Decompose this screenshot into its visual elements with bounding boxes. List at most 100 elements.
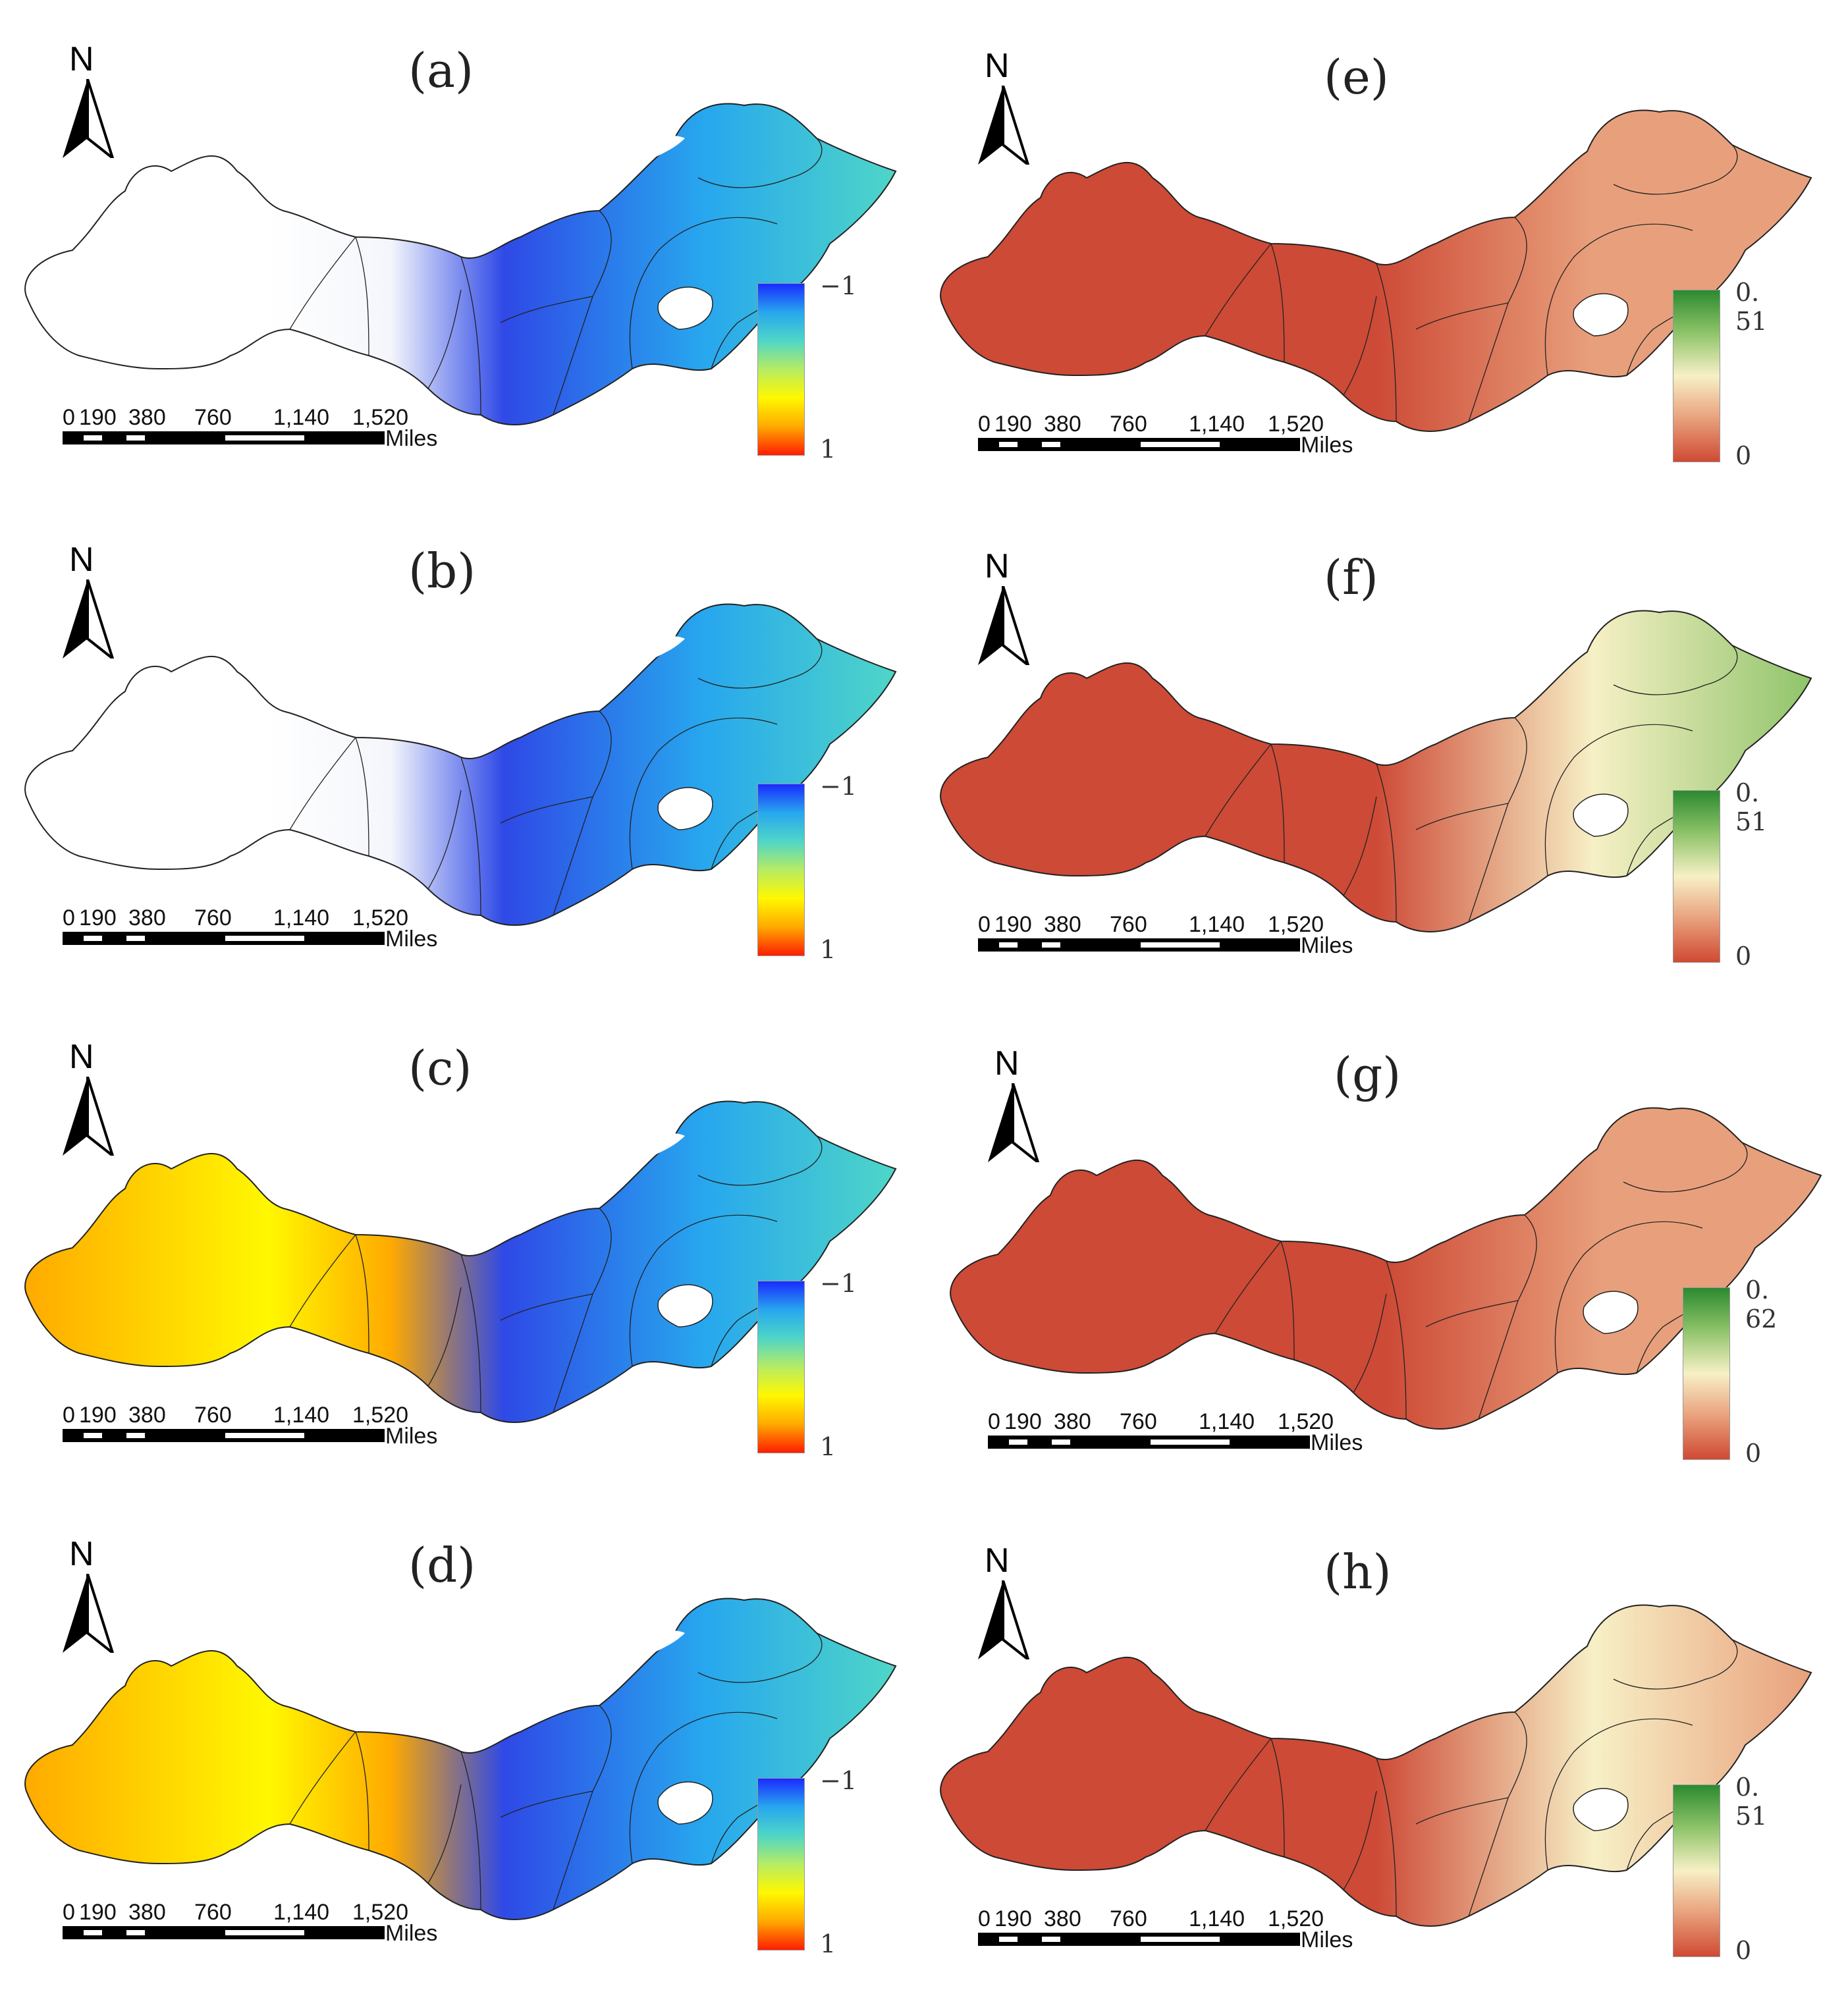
bay-cutout <box>1573 1788 1629 1831</box>
lake-cutout <box>632 1133 685 1162</box>
map-panel-c: (c) N −1 1 0 190 380 760 1,140 1,520 Miles <box>0 1017 922 1511</box>
scale-unit-label: Miles <box>385 927 438 952</box>
scale-tick-label: 1,140 <box>273 405 330 430</box>
region-outline <box>24 103 897 425</box>
province-boundary <box>1353 1293 1387 1393</box>
province-boundary <box>460 1254 481 1413</box>
scale-tick-label: 1,140 <box>273 905 330 930</box>
scale-tick-label: 380 <box>1044 412 1081 437</box>
scale-tick-label: 380 <box>1044 912 1081 937</box>
province-boundary <box>1386 1260 1407 1420</box>
scale-bar-segment <box>1042 1937 1060 1942</box>
province-boundary <box>629 217 778 369</box>
scale-tick-label: 1,520 <box>1278 1409 1334 1434</box>
scale-bar-segment <box>1052 1439 1070 1445</box>
scale-tick-label: 760 <box>194 1403 232 1428</box>
province-boundary <box>460 757 481 916</box>
scale-tick-label: 760 <box>194 1900 232 1925</box>
north-arrow-shape <box>63 79 115 158</box>
province-boundary <box>500 1790 593 1818</box>
province-boundary <box>1544 223 1693 376</box>
province-boundary <box>1415 1797 1509 1825</box>
province-boundary <box>1544 724 1693 876</box>
scale-tick-label: 1,140 <box>1189 1906 1245 1931</box>
region-map <box>940 109 1812 432</box>
scale-tick-label: 760 <box>194 405 232 430</box>
province-boundary <box>427 1784 462 1884</box>
bay-cutout <box>1573 293 1629 336</box>
province-boundary <box>1205 243 1272 336</box>
north-arrow-icon: N <box>59 1037 119 1169</box>
scale-bar: 0 190 380 760 1,140 1,520 Miles <box>988 1409 1383 1462</box>
north-label: N <box>69 1038 94 1076</box>
scale-tick-label: 190 <box>994 912 1032 937</box>
legend-color-ramp <box>1673 790 1720 963</box>
color-legend: 0. 62 0 <box>1683 1276 1808 1472</box>
scale-tick-label: 0 <box>978 412 991 437</box>
scale-bar-graphic <box>988 1436 1310 1449</box>
north-arrow-shape <box>988 1083 1040 1162</box>
scale-tick-label: 380 <box>128 905 166 930</box>
scale-tick-label: 1,140 <box>1199 1409 1255 1434</box>
bay-cutout <box>657 1284 713 1328</box>
north-arrow-icon: N <box>975 1541 1034 1673</box>
north-label: N <box>985 1542 1010 1580</box>
scale-tick-label: 0 <box>63 1900 75 1925</box>
province-boundary <box>289 236 356 330</box>
legend-max-label: 0. 51 <box>1735 778 1768 836</box>
north-arrow-icon: N <box>975 46 1034 178</box>
scale-tick-label: 1,520 <box>1268 1906 1324 1931</box>
scale-bar-segment <box>225 1433 304 1438</box>
bay-cutout <box>657 787 713 830</box>
province-boundary <box>629 1214 778 1367</box>
legend-min-label: 0 <box>1735 942 1752 971</box>
province-boundary <box>427 790 462 890</box>
panel-label: (e) <box>1324 49 1389 105</box>
scale-bar-graphic <box>63 1429 385 1442</box>
color-legend: 0. 51 0 <box>1673 778 1798 975</box>
scale-tick-label: 190 <box>1004 1409 1042 1434</box>
scale-bar: 0 190 380 760 1,140 1,520 Miles <box>978 1906 1373 1959</box>
scale-bar-segment <box>84 1930 102 1935</box>
scale-bar: 0 190 380 760 1,140 1,520 Miles <box>63 1403 458 1455</box>
province-boundary <box>697 638 823 689</box>
scale-bar-segment <box>1141 1937 1220 1942</box>
region-outline <box>950 1107 1822 1430</box>
north-arrow-shape <box>63 1574 115 1653</box>
scale-bar-segment <box>84 1433 102 1438</box>
north-arrow-icon: N <box>59 540 119 672</box>
legend-color-ramp <box>757 784 805 956</box>
province-boundary <box>1343 796 1377 896</box>
scale-bar: 0 190 380 760 1,140 1,520 Miles <box>63 1900 458 1952</box>
province-boundary <box>355 737 369 857</box>
color-legend: −1 1 <box>757 271 883 468</box>
scale-tick-label: 1,520 <box>352 1403 409 1428</box>
scale-bar-graphic <box>978 938 1300 952</box>
province-boundary <box>1544 1718 1693 1871</box>
scale-tick-label: 190 <box>79 1900 117 1925</box>
color-legend: −1 1 <box>757 1766 883 1962</box>
legend-max-label: 0. 51 <box>1735 278 1768 336</box>
scale-tick-label: 760 <box>194 905 232 930</box>
lake-cutout <box>632 636 685 665</box>
province-boundary <box>427 1287 462 1387</box>
scale-tick-label: 1,520 <box>1268 912 1324 937</box>
scale-bar-segment <box>84 936 102 941</box>
province-boundary <box>1376 1758 1397 1917</box>
scale-unit-label: Miles <box>385 1424 438 1449</box>
scale-bar: 0 190 380 760 1,140 1,520 Miles <box>63 405 458 458</box>
north-arrow-shape <box>978 586 1030 665</box>
panel-label: (g) <box>1334 1047 1401 1102</box>
province-boundary <box>355 236 369 356</box>
scale-tick-label: 1,140 <box>1189 912 1245 937</box>
legend-color-ramp <box>757 283 805 456</box>
legend-max-label: −1 <box>820 1766 857 1795</box>
legend-min-label: 0 <box>1745 1439 1762 1468</box>
scale-tick-label: 760 <box>1120 1409 1157 1434</box>
legend-max-label: 0. 51 <box>1735 1773 1768 1831</box>
scale-tick-label: 190 <box>79 905 117 930</box>
legend-min-label: 1 <box>820 935 836 964</box>
bay-cutout <box>1573 793 1629 837</box>
scale-bar-graphic <box>978 1933 1300 1946</box>
legend-min-label: 0 <box>1735 1936 1752 1965</box>
